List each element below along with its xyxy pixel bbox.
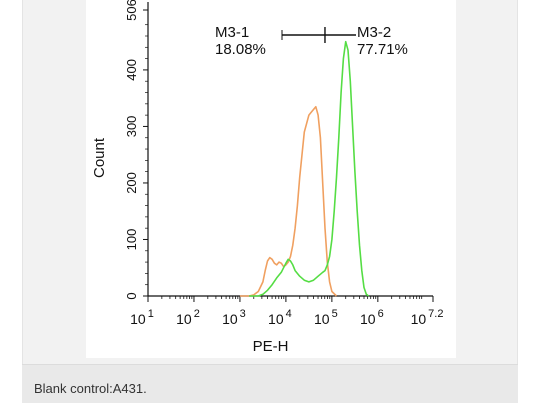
x-tick-label: 10 4 bbox=[268, 308, 292, 327]
x-tick-label: 10 5 bbox=[314, 308, 338, 327]
x-tick-label: 10 6 bbox=[360, 308, 384, 327]
y-tick-label: 200 bbox=[124, 172, 139, 194]
y-tick-label: 400 bbox=[124, 59, 139, 81]
x-tick-label: 10 1 bbox=[130, 308, 154, 327]
histogram-chart: 10 1 10 2 10 3 10 4 10 5 10 6 10 7.2 0 100 200 300 400 506 P… bbox=[91, 0, 444, 355]
x-tick-label: 10 7.2 bbox=[411, 308, 444, 327]
histogram-series-2 bbox=[249, 40, 370, 297]
gate-2-percent: 77.71% bbox=[357, 41, 408, 58]
gate-1-name: M3-1 bbox=[215, 24, 249, 41]
figure-caption: Blank control:A431. bbox=[34, 381, 147, 396]
x-tick-label: 10 2 bbox=[176, 308, 200, 327]
y-tick-label: 506 bbox=[124, 0, 139, 21]
x-axis-label: PE-H bbox=[253, 338, 289, 355]
figure-area: 10 1 10 2 10 3 10 4 10 5 10 6 10 7.2 0 100 200 300 400 506 P… bbox=[86, 0, 456, 358]
y-tick-label: 300 bbox=[124, 116, 139, 138]
gate-1-percent: 18.08% bbox=[215, 41, 266, 58]
gate-2-name: M3-2 bbox=[357, 24, 391, 41]
y-tick-label: 100 bbox=[124, 229, 139, 251]
histogram-series-1 bbox=[239, 105, 338, 297]
y-tick-label: 0 bbox=[124, 292, 139, 299]
x-tick-label: 10 3 bbox=[222, 308, 246, 327]
caption-bar bbox=[22, 364, 518, 403]
y-axis-label: Count bbox=[91, 137, 108, 178]
